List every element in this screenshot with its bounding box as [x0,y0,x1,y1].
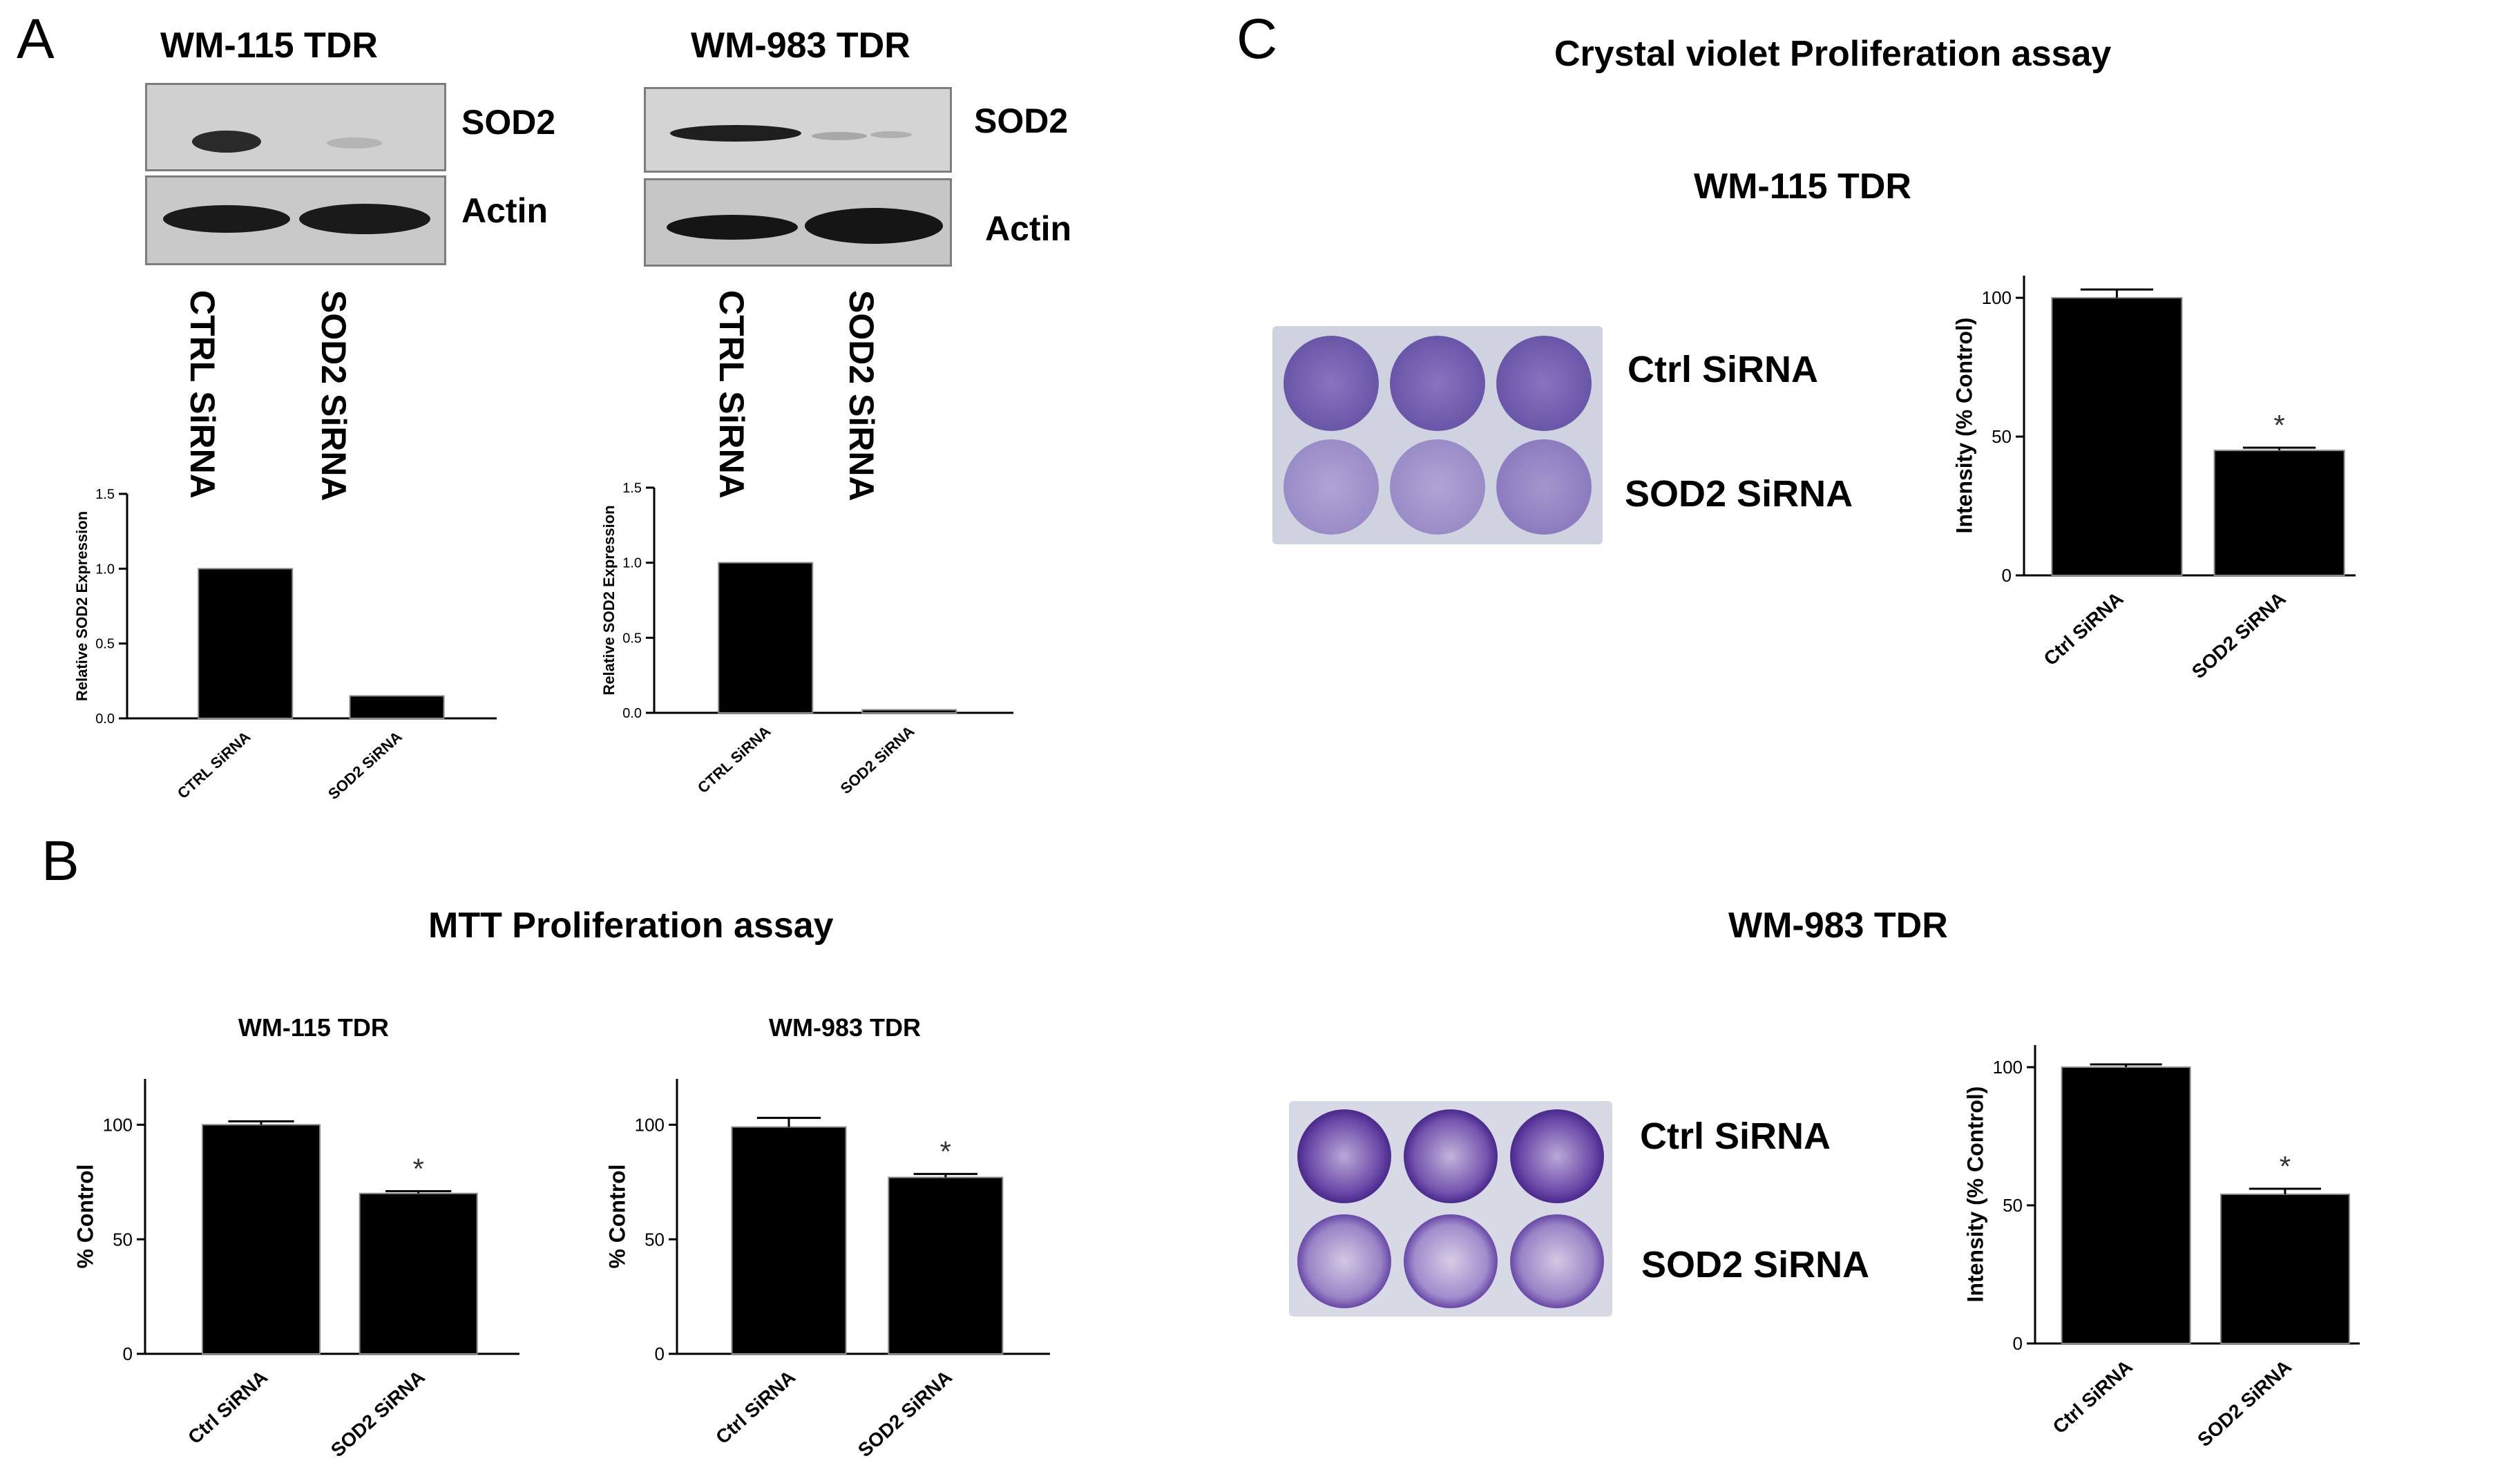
well-bottom-sod2-3 [1510,1214,1604,1308]
panel-letter-b: B [41,830,79,892]
a2-y-tick-label: 0.0 [622,706,642,721]
b1-y-tick-label: 100 [103,1114,133,1135]
crystal-plate-top [1272,326,1603,544]
c2-y-tick-label: 0 [2013,1333,2023,1354]
blot-right-lane2-label: SOD2 SiRNA [842,290,881,501]
c1-category-label-1: SOD2 SiRNA [2188,588,2290,683]
well-bottom-ctrl-1 [1297,1109,1391,1203]
a2-category-label-1: SOD2 SiRNA [837,723,918,798]
a1-y-axis-label: Relative SOD2 Expression [73,511,90,701]
panel-letter-a: A [17,8,55,70]
a2-bar-1 [861,709,957,714]
blot-right-actin-label: Actin [985,209,1071,248]
crystal-bottom-cellline: WM-983 TDR [1728,906,1948,946]
a1-y-tick-label: 1.5 [95,487,115,502]
well-bottom-ctrl-2 [1404,1109,1498,1203]
a1-y-tick-label: 1.0 [95,562,115,577]
blot-left-sod2-band [145,83,446,171]
a1-bar-1 [349,695,445,719]
c2-y-tick-label: 100 [1993,1057,2023,1078]
b2-y-tick-label: 100 [635,1114,665,1135]
b2-y-axis-label: % Control [605,1164,630,1268]
c1-y-tick-label: 0 [2002,565,2012,586]
blot-left-actin-band [145,175,446,265]
c1-bar-1 [2213,450,2345,577]
a1-y-tick-label: 0.5 [95,637,115,652]
c1-bar-0 [2051,297,2183,576]
crystal-top-cellline: WM-115 TDR [1694,166,1911,207]
c2-bar-0 [2061,1066,2191,1344]
c1-y-tick-label: 50 [1992,426,2012,447]
b1-chart-title: WM-115 TDR [238,1013,389,1042]
c1-significance-star-1: * [2273,409,2284,441]
plate-bottom-row2-label: SOD2 SiRNA [1641,1244,1870,1285]
b1-category-label-0: Ctrl SiRNA [184,1366,271,1448]
c1-y-tick-label: 100 [1982,287,2012,308]
c2-bar-1 [2220,1194,2350,1344]
a1-category-label-0: CTRL SiRNA [174,728,254,803]
panel-letter-c: C [1237,8,1278,70]
a1-bar-0 [198,568,294,719]
a2-y-axis-label: Relative SOD2 Expression [600,505,618,695]
well-bottom-sod2-1 [1297,1214,1391,1308]
a2-y-tick-label: 1.0 [622,556,642,571]
well-top-sod2-2 [1390,439,1485,535]
a1-y-tick-label: 0.0 [95,711,115,727]
crystal-plate-bottom [1289,1101,1612,1317]
plate-top-row2-label: SOD2 SiRNA [1625,473,1853,515]
b1-y-tick-label: 0 [123,1343,133,1364]
c2-category-label-0: Ctrl SiRNA [2049,1356,2137,1438]
well-top-sod2-3 [1496,439,1592,535]
b1-y-axis-label: % Control [73,1164,98,1268]
b1-bar-1 [359,1192,478,1355]
c2-category-label-1: SOD2 SiRNA [2193,1356,2295,1451]
b1-bar-0 [202,1124,321,1355]
b2-bar-1 [888,1176,1004,1355]
c2-y-tick-label: 50 [2003,1195,2023,1216]
blot-right-sod2-band [644,87,952,173]
blot-right-title: WM-983 TDR [691,26,910,66]
c1-category-label-0: Ctrl SiRNA [2040,588,2128,670]
b2-chart-title: WM-983 TDR [769,1013,921,1042]
mtt-assay-title: MTT Proliferation assay [428,906,834,946]
b1-y-tick-label: 50 [113,1229,133,1250]
a2-bar-0 [718,562,814,714]
well-top-ctrl-3 [1496,336,1592,431]
well-top-ctrl-2 [1390,336,1485,431]
b2-significance-star-1: * [940,1136,951,1168]
c1-y-axis-label: Intensity (% Control) [1952,318,1977,534]
plate-top-row1-label: Ctrl SiRNA [1628,349,1819,390]
b1-significance-star-1: * [412,1153,423,1185]
a1-category-label-1: SOD2 SiRNA [325,728,405,803]
b2-y-tick-label: 0 [655,1343,665,1364]
crystal-violet-title: Crystal violet Proliferation assay [1554,34,2112,74]
well-top-ctrl-1 [1283,336,1379,431]
blot-left-actin-label: Actin [461,191,548,230]
blot-right-actin-band [644,178,952,267]
well-top-sod2-1 [1283,439,1379,535]
b2-category-label-0: Ctrl SiRNA [712,1366,799,1448]
blot-right-lane1-label: CTRL SiRNA [712,290,751,499]
c2-significance-star-1: * [2280,1150,2291,1183]
b2-category-label-1: SOD2 SiRNA [854,1366,956,1462]
blot-right-sod2-label: SOD2 [974,102,1069,140]
a2-y-tick-label: 0.5 [622,631,642,646]
a2-category-label-0: CTRL SiRNA [694,723,774,797]
blot-left-lane2-label: SOD2 SiRNA [314,290,353,501]
b1-category-label-1: SOD2 SiRNA [327,1366,429,1462]
blot-left-title: WM-115 TDR [160,26,378,66]
b2-y-tick-label: 50 [645,1229,665,1250]
b2-bar-0 [731,1126,847,1355]
blot-left-lane1-label: CTRL SiRNA [183,290,222,499]
blot-left-sod2-label: SOD2 [461,103,556,142]
a2-y-tick-label: 1.5 [622,481,642,496]
well-bottom-sod2-2 [1404,1214,1498,1308]
c2-y-axis-label: Intensity (% Control) [1963,1087,1988,1303]
well-bottom-ctrl-3 [1510,1109,1604,1203]
plate-bottom-row1-label: Ctrl SiRNA [1640,1116,1831,1157]
